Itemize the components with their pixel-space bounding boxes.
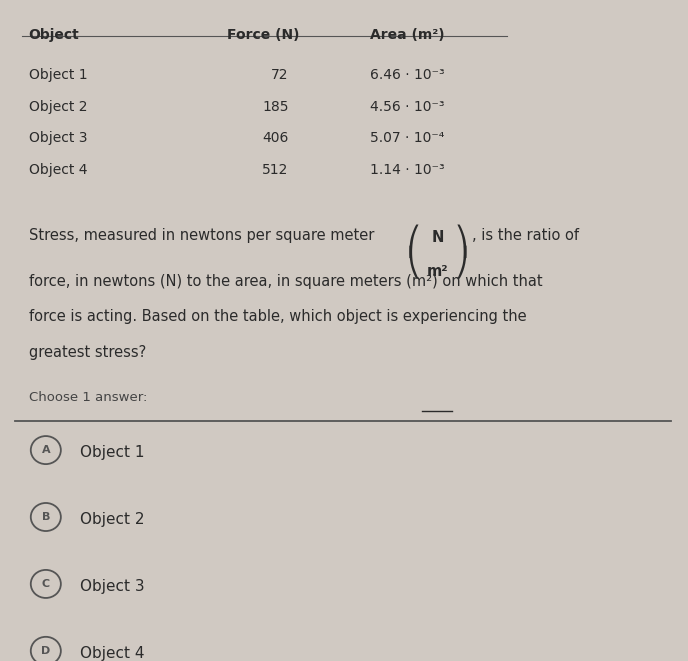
Text: m²: m² bbox=[427, 264, 449, 279]
Text: Object 4: Object 4 bbox=[80, 646, 144, 661]
Text: force, in newtons (N) to the area, in square meters (m²) on which that: force, in newtons (N) to the area, in sq… bbox=[29, 274, 542, 289]
Text: 72: 72 bbox=[271, 67, 288, 82]
Text: 5.07 · 10⁻⁴: 5.07 · 10⁻⁴ bbox=[370, 132, 445, 145]
Text: 4.56 · 10⁻³: 4.56 · 10⁻³ bbox=[370, 100, 445, 114]
Text: Object 3: Object 3 bbox=[29, 132, 87, 145]
Text: Object: Object bbox=[29, 28, 80, 42]
Text: Force (N): Force (N) bbox=[227, 28, 299, 42]
Text: 6.46 · 10⁻³: 6.46 · 10⁻³ bbox=[370, 67, 445, 82]
Text: Area (m²): Area (m²) bbox=[370, 28, 445, 42]
Text: B: B bbox=[42, 512, 50, 522]
Text: Object 1: Object 1 bbox=[80, 445, 144, 460]
Text: ⎛
⎝: ⎛ ⎝ bbox=[407, 225, 420, 279]
Text: Object 1: Object 1 bbox=[29, 67, 87, 82]
Text: 185: 185 bbox=[262, 100, 288, 114]
Text: A: A bbox=[41, 445, 50, 455]
Text: Choose 1 answer:: Choose 1 answer: bbox=[29, 391, 147, 404]
Text: 1.14 · 10⁻³: 1.14 · 10⁻³ bbox=[370, 163, 445, 177]
Text: Object 3: Object 3 bbox=[80, 579, 144, 594]
Text: Object 2: Object 2 bbox=[29, 100, 87, 114]
Text: greatest stress?: greatest stress? bbox=[29, 345, 146, 360]
Text: 512: 512 bbox=[262, 163, 288, 177]
Text: Object 2: Object 2 bbox=[80, 512, 144, 527]
Text: D: D bbox=[41, 646, 50, 656]
Text: ⎞
⎠: ⎞ ⎠ bbox=[455, 225, 469, 279]
Text: Object 4: Object 4 bbox=[29, 163, 87, 177]
Text: force is acting. Based on the table, which object is experiencing the: force is acting. Based on the table, whi… bbox=[29, 309, 526, 325]
Text: , is the ratio of: , is the ratio of bbox=[471, 227, 579, 243]
Text: Stress, measured in newtons per square meter: Stress, measured in newtons per square m… bbox=[29, 227, 374, 243]
Text: C: C bbox=[42, 579, 50, 589]
Text: 406: 406 bbox=[262, 132, 288, 145]
Text: N: N bbox=[431, 230, 444, 245]
